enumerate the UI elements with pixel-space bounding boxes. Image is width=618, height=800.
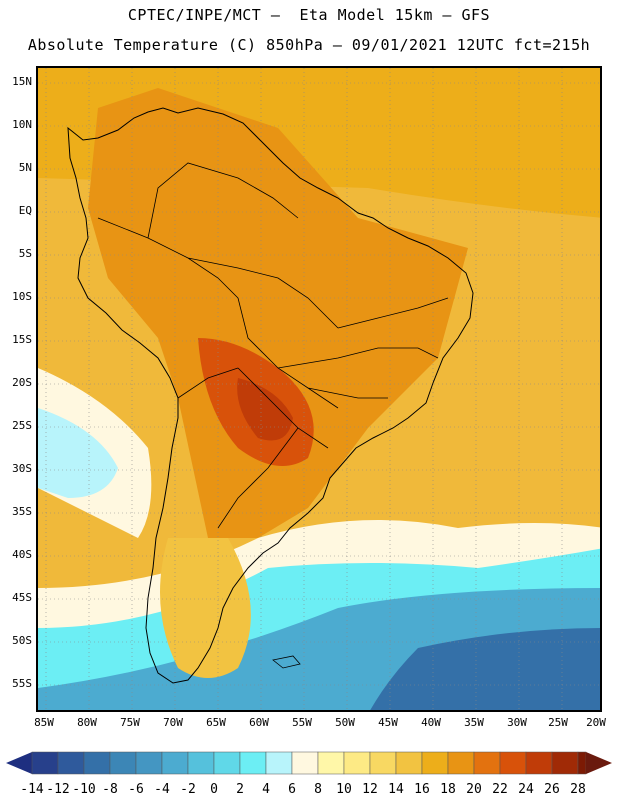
lon-label-65w: 65W bbox=[206, 716, 226, 729]
lat-label-55s: 55S bbox=[12, 677, 32, 690]
colorbar-swatch-20 bbox=[551, 751, 579, 775]
colorbar-label: 8 bbox=[314, 782, 322, 797]
colorbar-swatch-1 bbox=[57, 751, 85, 775]
colorbar-label: 26 bbox=[544, 782, 560, 797]
field-continent-warm bbox=[88, 88, 468, 538]
colorbar-label: -12 bbox=[46, 782, 70, 797]
lat-label-5s: 5S bbox=[18, 247, 32, 260]
lat-label-25s: 25S bbox=[12, 419, 32, 432]
colorbar-swatch-0 bbox=[31, 751, 59, 775]
colorbar bbox=[6, 751, 612, 775]
lat-label-45s: 45S bbox=[12, 591, 32, 604]
colorbar-label: -10 bbox=[72, 782, 96, 797]
colorbar-swatch-18 bbox=[499, 751, 527, 775]
chart-title: CPTEC/INPE/MCT – Eta Model 15km – GFS bbox=[127, 6, 491, 24]
lon-label-25w: 25W bbox=[548, 716, 568, 729]
lat-label-10n: 10N bbox=[12, 118, 32, 131]
chart-subtitle: Absolute Temperature (C) 850hPa – 09/01/… bbox=[27, 36, 591, 54]
lon-label-75w: 75W bbox=[120, 716, 140, 729]
field-south-band4 bbox=[370, 628, 600, 710]
colorbar-label: 10 bbox=[336, 782, 352, 797]
colorbar-label: 6 bbox=[288, 782, 296, 797]
colorbar-end-high bbox=[586, 752, 612, 774]
colorbar-swatch-5 bbox=[161, 751, 189, 775]
colorbar-label: 18 bbox=[440, 782, 456, 797]
lon-label-70w: 70W bbox=[163, 716, 183, 729]
lat-label-50s: 50S bbox=[12, 634, 32, 647]
colorbar-label: 4 bbox=[262, 782, 270, 797]
lat-label-15n: 15N bbox=[12, 75, 32, 88]
temperature-field bbox=[38, 68, 600, 710]
lon-label-30w: 30W bbox=[507, 716, 527, 729]
lat-label-35s: 35S bbox=[12, 505, 32, 518]
colorbar-swatch-14 bbox=[395, 751, 423, 775]
lat-label-eq: EQ bbox=[18, 204, 32, 217]
colorbar-label: -4 bbox=[154, 782, 170, 797]
colorbar-label: -6 bbox=[128, 782, 144, 797]
lon-label-35w: 35W bbox=[464, 716, 484, 729]
south-america-coastline bbox=[67, 107, 474, 684]
colorbar-label: 22 bbox=[492, 782, 508, 797]
lon-label-45w: 45W bbox=[378, 716, 398, 729]
colorbar-label: 28 bbox=[570, 782, 586, 797]
colorbar-swatch-9 bbox=[265, 751, 293, 775]
colorbar-label: -8 bbox=[102, 782, 118, 797]
colorbar-swatch-19 bbox=[525, 751, 553, 775]
lat-label-15s: 15S bbox=[12, 333, 32, 346]
colorbar-swatch-4 bbox=[135, 751, 163, 775]
lon-label-55w: 55W bbox=[292, 716, 312, 729]
colorbar-swatch-2 bbox=[83, 751, 111, 775]
colorbar-swatch-12 bbox=[343, 751, 371, 775]
field-pacific-cold bbox=[38, 408, 118, 498]
lon-label-20w: 20W bbox=[586, 716, 606, 729]
lat-label-10s: 10S bbox=[12, 290, 32, 303]
colorbar-label: 20 bbox=[466, 782, 482, 797]
colorbar-label: 2 bbox=[236, 782, 244, 797]
colorbar-label: -2 bbox=[180, 782, 196, 797]
falkland-islands bbox=[272, 655, 301, 669]
colorbar-swatch-8 bbox=[239, 751, 267, 775]
lon-label-85w: 85W bbox=[34, 716, 54, 729]
lon-label-60w: 60W bbox=[249, 716, 269, 729]
colorbar-swatch-16 bbox=[447, 751, 475, 775]
colorbar-label: 14 bbox=[388, 782, 404, 797]
lat-label-20s: 20S bbox=[12, 376, 32, 389]
colorbar-swatch-13 bbox=[369, 751, 397, 775]
colorbar-swatch-6 bbox=[187, 751, 215, 775]
colorbar-label: 12 bbox=[362, 782, 378, 797]
colorbar-label: 24 bbox=[518, 782, 534, 797]
colorbar-label: 16 bbox=[414, 782, 430, 797]
colorbar-swatch-17 bbox=[473, 751, 501, 775]
colorbar-swatch-3 bbox=[109, 751, 137, 775]
colorbar-swatch-7 bbox=[213, 751, 241, 775]
lat-label-5n: 5N bbox=[18, 161, 32, 174]
field-patagonia bbox=[160, 538, 251, 678]
lat-label-40s: 40S bbox=[12, 548, 32, 561]
lon-label-50w: 50W bbox=[335, 716, 355, 729]
colorbar-label: -14 bbox=[20, 782, 44, 797]
lon-label-80w: 80W bbox=[77, 716, 97, 729]
colorbar-label: 0 bbox=[210, 782, 218, 797]
lon-label-40w: 40W bbox=[421, 716, 441, 729]
lat-label-30s: 30S bbox=[12, 462, 32, 475]
country-borders bbox=[97, 162, 449, 529]
field-hot-center bbox=[237, 378, 293, 441]
colorbar-swatch-15 bbox=[421, 751, 449, 775]
colorbar-swatch-10 bbox=[291, 751, 319, 775]
colorbar-swatch-21 bbox=[577, 751, 587, 775]
map-panel bbox=[36, 66, 602, 712]
colorbar-swatch-11 bbox=[317, 751, 345, 775]
colorbar-end-low bbox=[6, 752, 32, 774]
